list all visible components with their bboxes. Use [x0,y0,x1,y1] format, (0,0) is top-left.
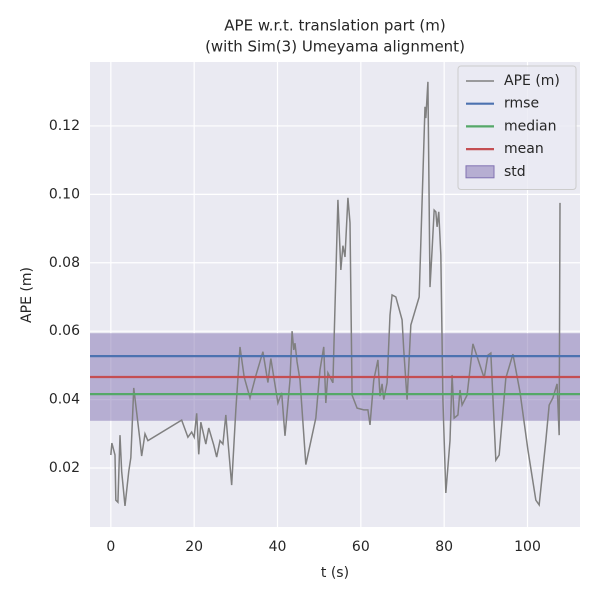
y-axis-label: APE (m) [19,267,35,323]
legend-label: std [504,164,526,180]
y-tick-label: 0.12 [49,118,80,134]
x-tick-label: 80 [435,539,453,555]
legend-label: rmse [504,96,539,112]
legend: APE (m) rmse median mean std [457,65,577,190]
x-tick-label: 0 [106,539,115,555]
legend-swatch [465,165,495,179]
x-tick-label: 60 [352,539,370,555]
x-axis-label: t (s) [321,565,349,581]
y-tick-label: 0.04 [49,392,80,408]
chart-title: APE w.r.t. translation part (m) [224,17,445,35]
legend-label: mean [504,141,544,157]
x-tick-label: 40 [269,539,287,555]
ape-line [110,81,561,508]
chart-subtitle: (with Sim(3) Umeyama alignment) [205,38,465,56]
legend-label: APE (m) [504,73,560,89]
y-tick-label: 0.10 [49,186,80,202]
y-tick-label: 0.02 [49,460,80,476]
x-tick-label: 20 [185,539,203,555]
x-tick-label: 100 [514,539,541,555]
y-tick-label: 0.06 [49,323,80,339]
legend-box [457,65,577,190]
legend-label: median [504,118,556,134]
y-tick-label: 0.08 [49,255,80,271]
marks [90,81,580,508]
